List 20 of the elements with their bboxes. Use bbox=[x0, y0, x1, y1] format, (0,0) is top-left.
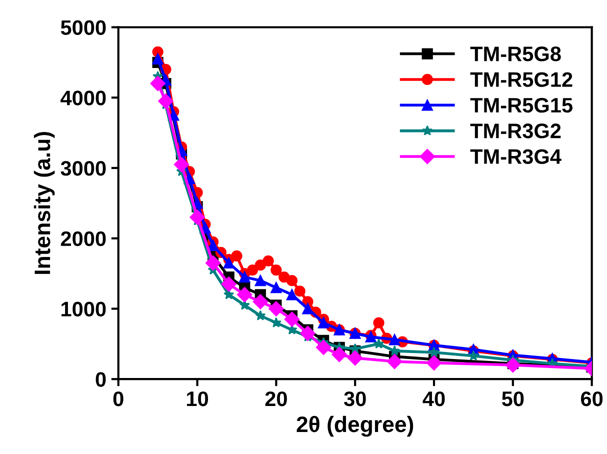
y-tick-label: 1000 bbox=[62, 302, 106, 316]
y-tick-label: 5000 bbox=[60, 20, 106, 35]
x-tick-label: 20 bbox=[265, 391, 287, 406]
y-tick-label: 3000 bbox=[60, 160, 106, 176]
x-tick-label: 30 bbox=[344, 391, 366, 406]
legend-label: TM-R5G8 bbox=[470, 46, 561, 62]
legend-label: TM-R3G4 bbox=[470, 149, 562, 164]
x-tick-label: 0 bbox=[113, 391, 124, 406]
x-tick-label: 10 bbox=[187, 391, 208, 406]
y-tick-label: 4000 bbox=[60, 90, 106, 106]
y-axis-title: Intensity (a.u) bbox=[34, 132, 55, 274]
x-tick-label: 50 bbox=[502, 391, 524, 406]
x-tick-label: 40 bbox=[422, 391, 445, 406]
x-tick-label: 60 bbox=[581, 391, 603, 406]
x-axis-title: 2θ (degree) bbox=[296, 416, 414, 437]
legend-label: TM-R5G15 bbox=[470, 98, 572, 113]
legend-label: TM-R3G2 bbox=[470, 124, 561, 138]
legend-label: TM-R5G12 bbox=[470, 72, 572, 87]
y-tick-label: 2000 bbox=[60, 231, 106, 246]
y-tick-label: 0 bbox=[96, 372, 106, 387]
